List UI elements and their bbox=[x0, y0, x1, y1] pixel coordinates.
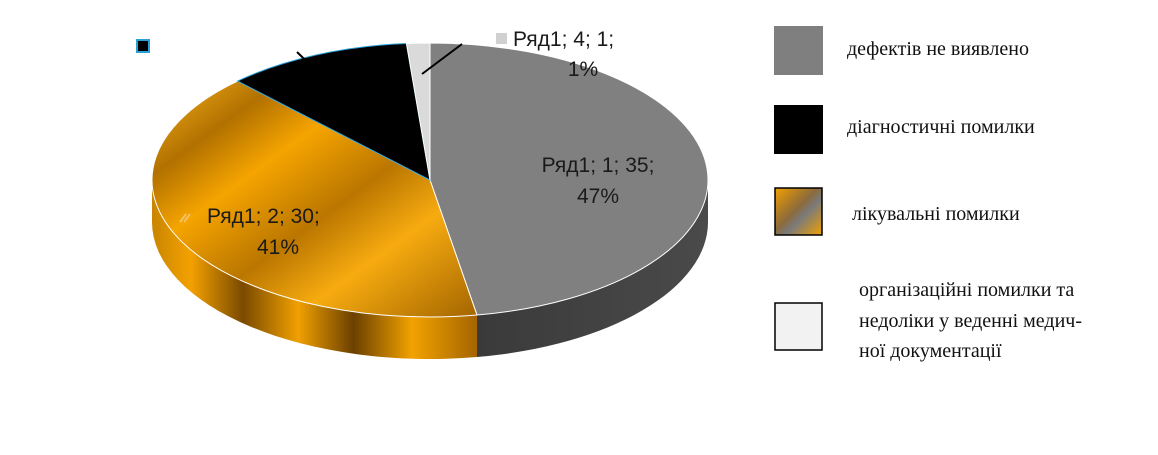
pie-side-walls bbox=[152, 180, 708, 360]
legend-label-s4-line1: організаційні помилки та bbox=[859, 279, 1074, 301]
legend-swatch-s3 bbox=[774, 105, 823, 154]
data-label-s2-line1: Ряд1; 2; 30; bbox=[207, 205, 320, 228]
leader-line-s3 bbox=[296, 51, 333, 87]
legend-label-s4-line2: недоліки у веденні медич- bbox=[859, 310, 1082, 332]
pie-top-faces bbox=[151, 42, 709, 318]
legend-label-s1: дефектів не виявлено bbox=[847, 38, 1029, 60]
pie-slice-s3 bbox=[236, 42, 431, 181]
series-marker-s3 bbox=[136, 39, 150, 53]
data-label-s1-line2: 47% bbox=[577, 185, 619, 208]
legend-swatch-s1 bbox=[774, 26, 823, 75]
leader-line-s4 bbox=[421, 43, 463, 75]
data-label-s2-line2: 41% bbox=[257, 236, 299, 259]
data-label-s4-line2: 1% bbox=[568, 58, 598, 81]
pie-slice-s2 bbox=[151, 80, 478, 318]
data-label-s1-line1: Ряд1; 1; 35; bbox=[542, 154, 655, 177]
pie-side-s1 bbox=[476, 180, 708, 358]
legend-swatch-s4 bbox=[774, 302, 823, 351]
legend-label-s2: лікувальні помилки bbox=[852, 203, 1020, 225]
legend-label-s3: діагностичні помилки bbox=[847, 116, 1035, 138]
legend-label-s4-line3: ної документації bbox=[859, 340, 1002, 362]
data-label-s4-key bbox=[496, 33, 507, 44]
legend-swatch-s2 bbox=[774, 187, 823, 236]
data-label-s2-key bbox=[179, 213, 191, 223]
pie-slice-s1 bbox=[429, 42, 709, 316]
data-label-s4-line1: Ряд1; 4; 1; bbox=[513, 28, 614, 51]
pie-side-s2 bbox=[152, 180, 477, 360]
legend: дефектів не виявлено діагностичні помилк… bbox=[774, 26, 1082, 362]
pie-slice-s4 bbox=[405, 42, 431, 181]
